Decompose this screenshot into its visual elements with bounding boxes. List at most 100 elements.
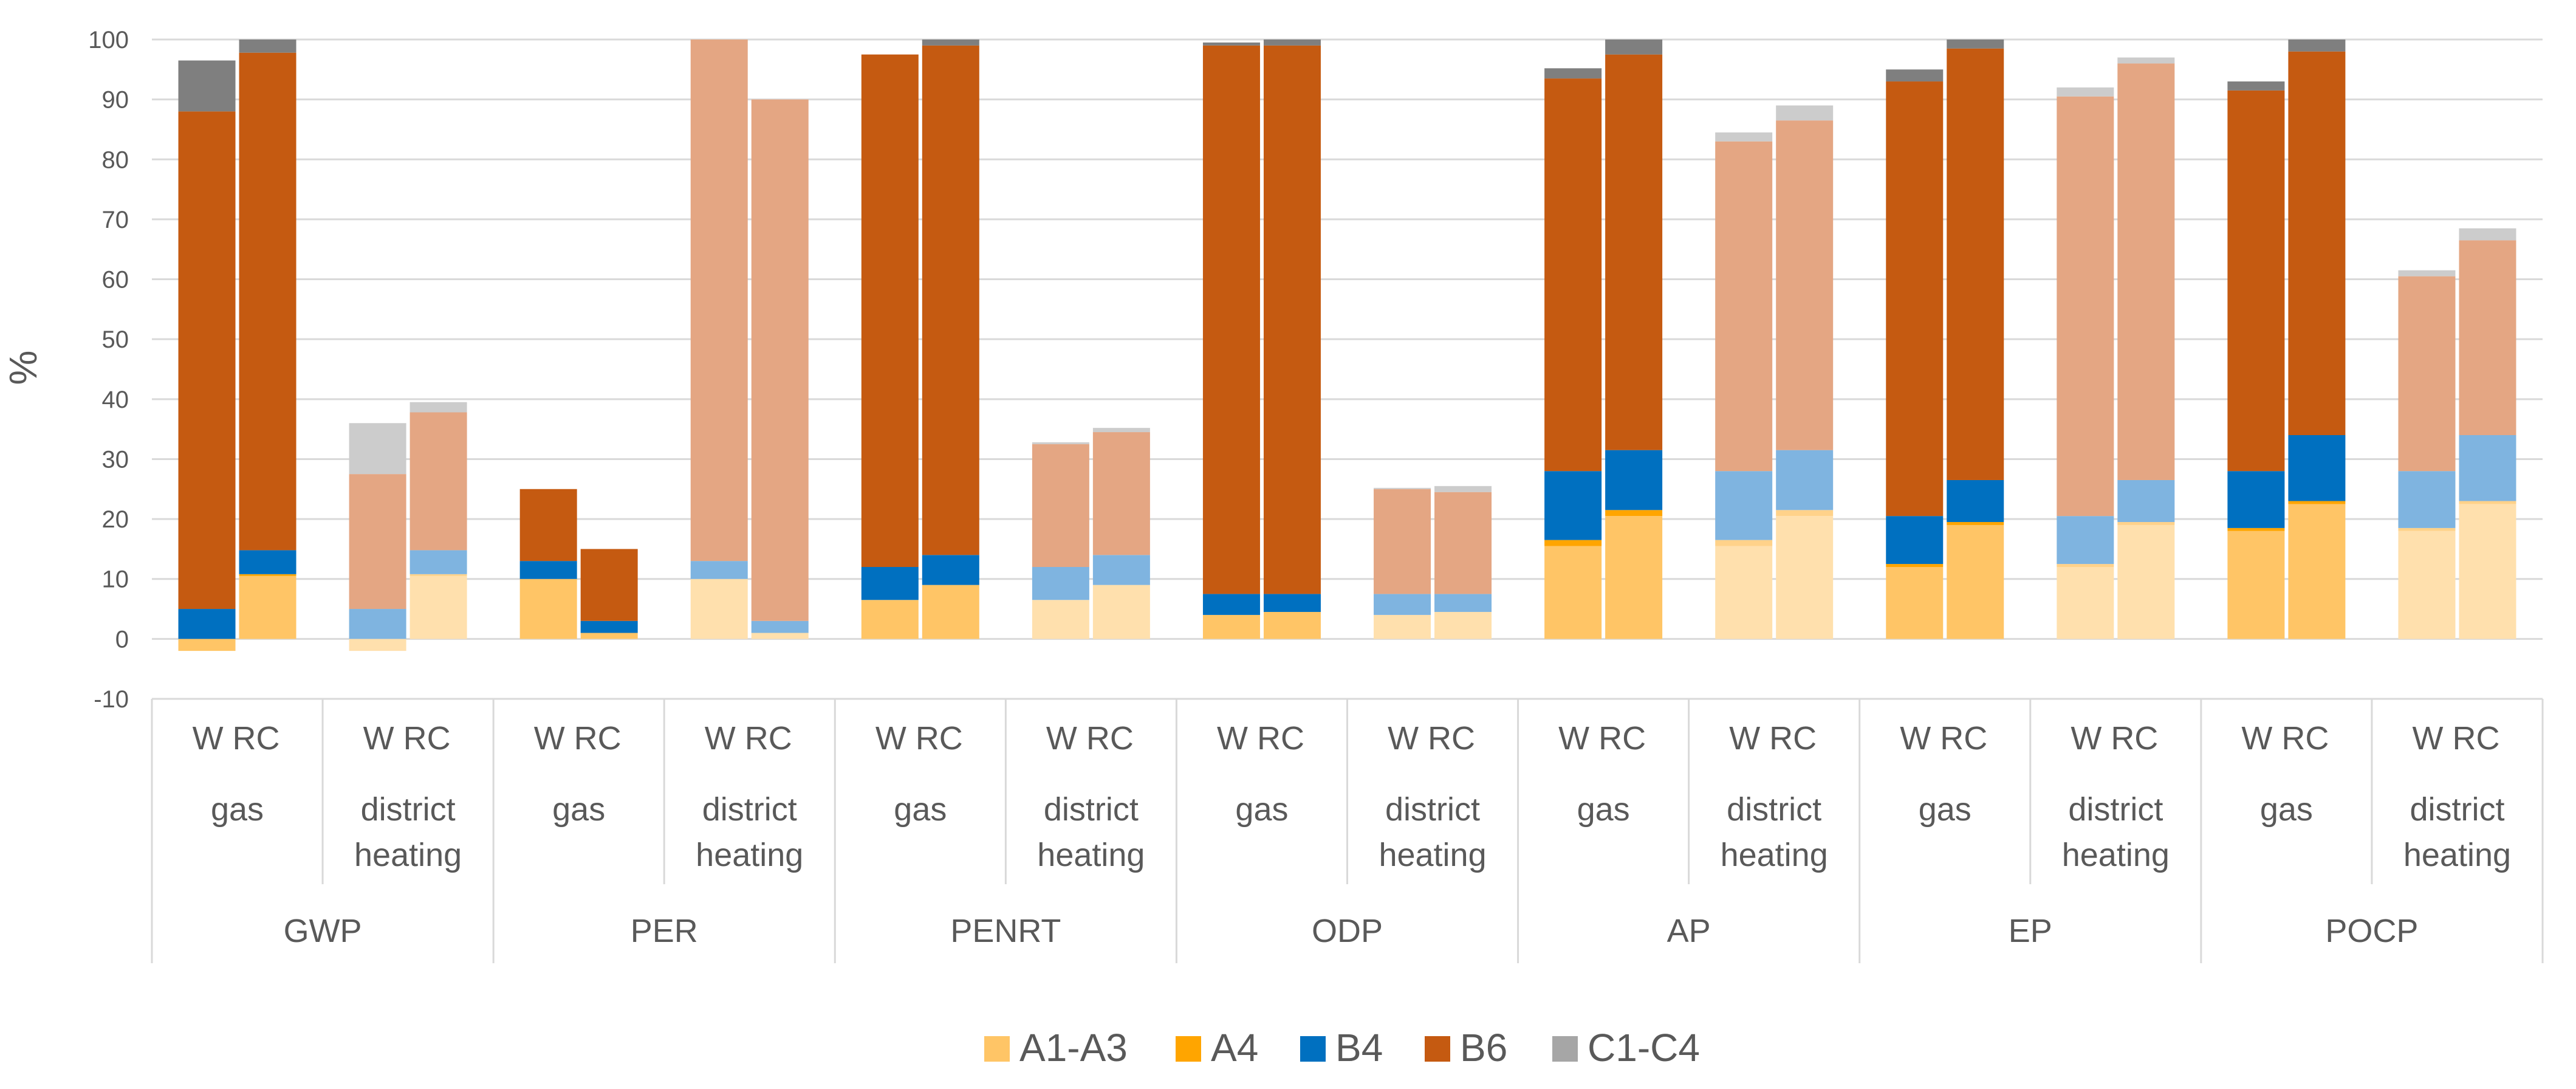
bar-segment-b4	[1947, 479, 2004, 523]
bar-segment-b4	[2117, 479, 2175, 523]
bar-label: RC	[745, 720, 792, 757]
bar-segment-c1-c4	[2398, 270, 2456, 277]
bar-label: W	[1558, 720, 1589, 757]
bar-label: W	[1046, 720, 1077, 757]
bar-segment-a4	[2057, 564, 2114, 567]
bar-segment-b4	[239, 550, 296, 574]
bar-segment-c1-c4	[2057, 87, 2114, 97]
indicator-label: PER	[631, 913, 698, 949]
bar-segment-b4	[519, 561, 577, 579]
bar-label: RC	[2281, 720, 2329, 757]
indicator-label: POCP	[2325, 913, 2418, 949]
bar-label: RC	[2452, 720, 2499, 757]
bar-segment-a1-a3	[2459, 504, 2516, 639]
y-axis-ticks: -10 0 10 20 30 40 50 60 70 80 90 100	[88, 27, 129, 713]
bar-segment-b6	[2288, 51, 2346, 435]
bar-segment-c1-c4	[1947, 40, 2004, 49]
scenario-label: district heating	[1379, 791, 1486, 873]
bar-segment-a1-a3	[1263, 611, 1321, 639]
y-tick-label: 100	[88, 27, 129, 53]
bar-segment-a4	[1886, 564, 1944, 567]
bar-segment-a1-a3	[239, 575, 296, 639]
bar-segment-b4	[1886, 516, 1944, 565]
legend-label: B6	[1460, 1026, 1507, 1070]
bar-label: RC	[403, 720, 451, 757]
legend: A1-A3 A4 B4 B6 C1-C4	[984, 1026, 1700, 1070]
bar-label: RC	[2111, 720, 2158, 757]
bar-segment-b6	[1605, 54, 1663, 450]
bar-segment-a4	[1715, 540, 1773, 546]
scenario-label: district heating	[696, 791, 803, 873]
bar-segment-b6	[519, 489, 577, 562]
bar-segment-b6	[349, 474, 406, 610]
scenario-label: gas	[1577, 791, 1630, 828]
bar-label: RC	[1940, 720, 1987, 757]
bar-segment-b4	[2288, 435, 2346, 501]
y-tick-label: 60	[102, 267, 129, 294]
scenario-label: district heating	[2403, 791, 2511, 873]
bar-segment-b4	[178, 609, 236, 639]
bar-label: W	[875, 720, 906, 757]
scenario-label: gas	[1919, 791, 1971, 828]
bar-segment-b4	[1032, 567, 1089, 600]
bar-label: RC	[233, 720, 280, 757]
bar-segment-c1-c4	[409, 402, 467, 413]
bar-segment-a1-a3	[861, 600, 919, 639]
y-tick-label: 50	[102, 326, 129, 353]
scenario-label: district heating	[1037, 791, 1145, 873]
indicator-label: PENRT	[950, 913, 1061, 949]
y-tick-label: 70	[102, 207, 129, 233]
bar-segment-c1-c4	[1434, 486, 1492, 492]
bar-segment-a1-a3	[1092, 585, 1150, 639]
bar-label: W	[534, 720, 565, 757]
y-tick-label: 20	[102, 506, 129, 533]
bar-segment-a1-a3	[751, 633, 809, 639]
bar-segment-b6	[239, 52, 296, 551]
bar-label: W	[1900, 720, 1931, 757]
bar-segment-b6	[1886, 81, 1944, 517]
bar-segment-a4	[2288, 501, 2346, 504]
bar-segment-b6	[178, 111, 236, 610]
bar-segment-b6	[1715, 141, 1773, 472]
bar-segment-b4	[580, 620, 638, 633]
scenario-label: gas	[1235, 791, 1288, 828]
bar-segment-a4	[239, 574, 296, 576]
indicator-label: EP	[2009, 913, 2052, 949]
bar-segment-b6	[922, 45, 979, 555]
scenario-label: gas	[2260, 791, 2313, 828]
indicator-label: GWP	[284, 913, 362, 949]
bar-segment-b6	[751, 99, 809, 621]
bar-segment-c1-c4	[1032, 442, 1089, 444]
bar-label: W	[2241, 720, 2272, 757]
bar-segment-c1-c4	[922, 40, 979, 46]
bar-segment-b6	[1202, 45, 1260, 594]
bar-segment-b6	[1263, 45, 1321, 594]
bar-segment-a1-a3	[1032, 600, 1089, 639]
bar-segment-b6	[580, 549, 638, 621]
bar-segment-a1-a3	[519, 579, 577, 639]
bar-segment-b4	[1776, 450, 1834, 510]
scenario-label: district heating	[354, 791, 462, 873]
legend-swatch	[1176, 1036, 1201, 1062]
bar-segment-b6	[1032, 444, 1089, 567]
bar-segment-a1-a3	[1776, 516, 1834, 639]
y-tick-label: 80	[102, 146, 129, 173]
bar-segment-c1-c4	[1374, 487, 1431, 489]
y-tick-label: 10	[102, 566, 129, 593]
bar-segment-b6	[2459, 240, 2516, 435]
bar-segment-a4	[1544, 540, 1602, 546]
bar-segment-a4	[2398, 527, 2456, 531]
bar-label: RC	[1086, 720, 1134, 757]
bar-segment-a1-a3	[922, 585, 979, 639]
bar-segment-c1-c4	[1886, 69, 1944, 82]
bar-segment-b4	[2398, 471, 2456, 528]
bar-segment-b6	[1544, 78, 1602, 472]
bar-segment-a1-a3	[1544, 546, 1602, 639]
bar-label: W	[2412, 720, 2443, 757]
bar-segment-a4	[1947, 522, 2004, 525]
indicator-label: AP	[1667, 913, 1711, 949]
bar-segment-c1-c4	[1605, 40, 1663, 55]
legend-label: A4	[1211, 1026, 1258, 1070]
bar-segment-c1-c4	[1715, 132, 1773, 142]
